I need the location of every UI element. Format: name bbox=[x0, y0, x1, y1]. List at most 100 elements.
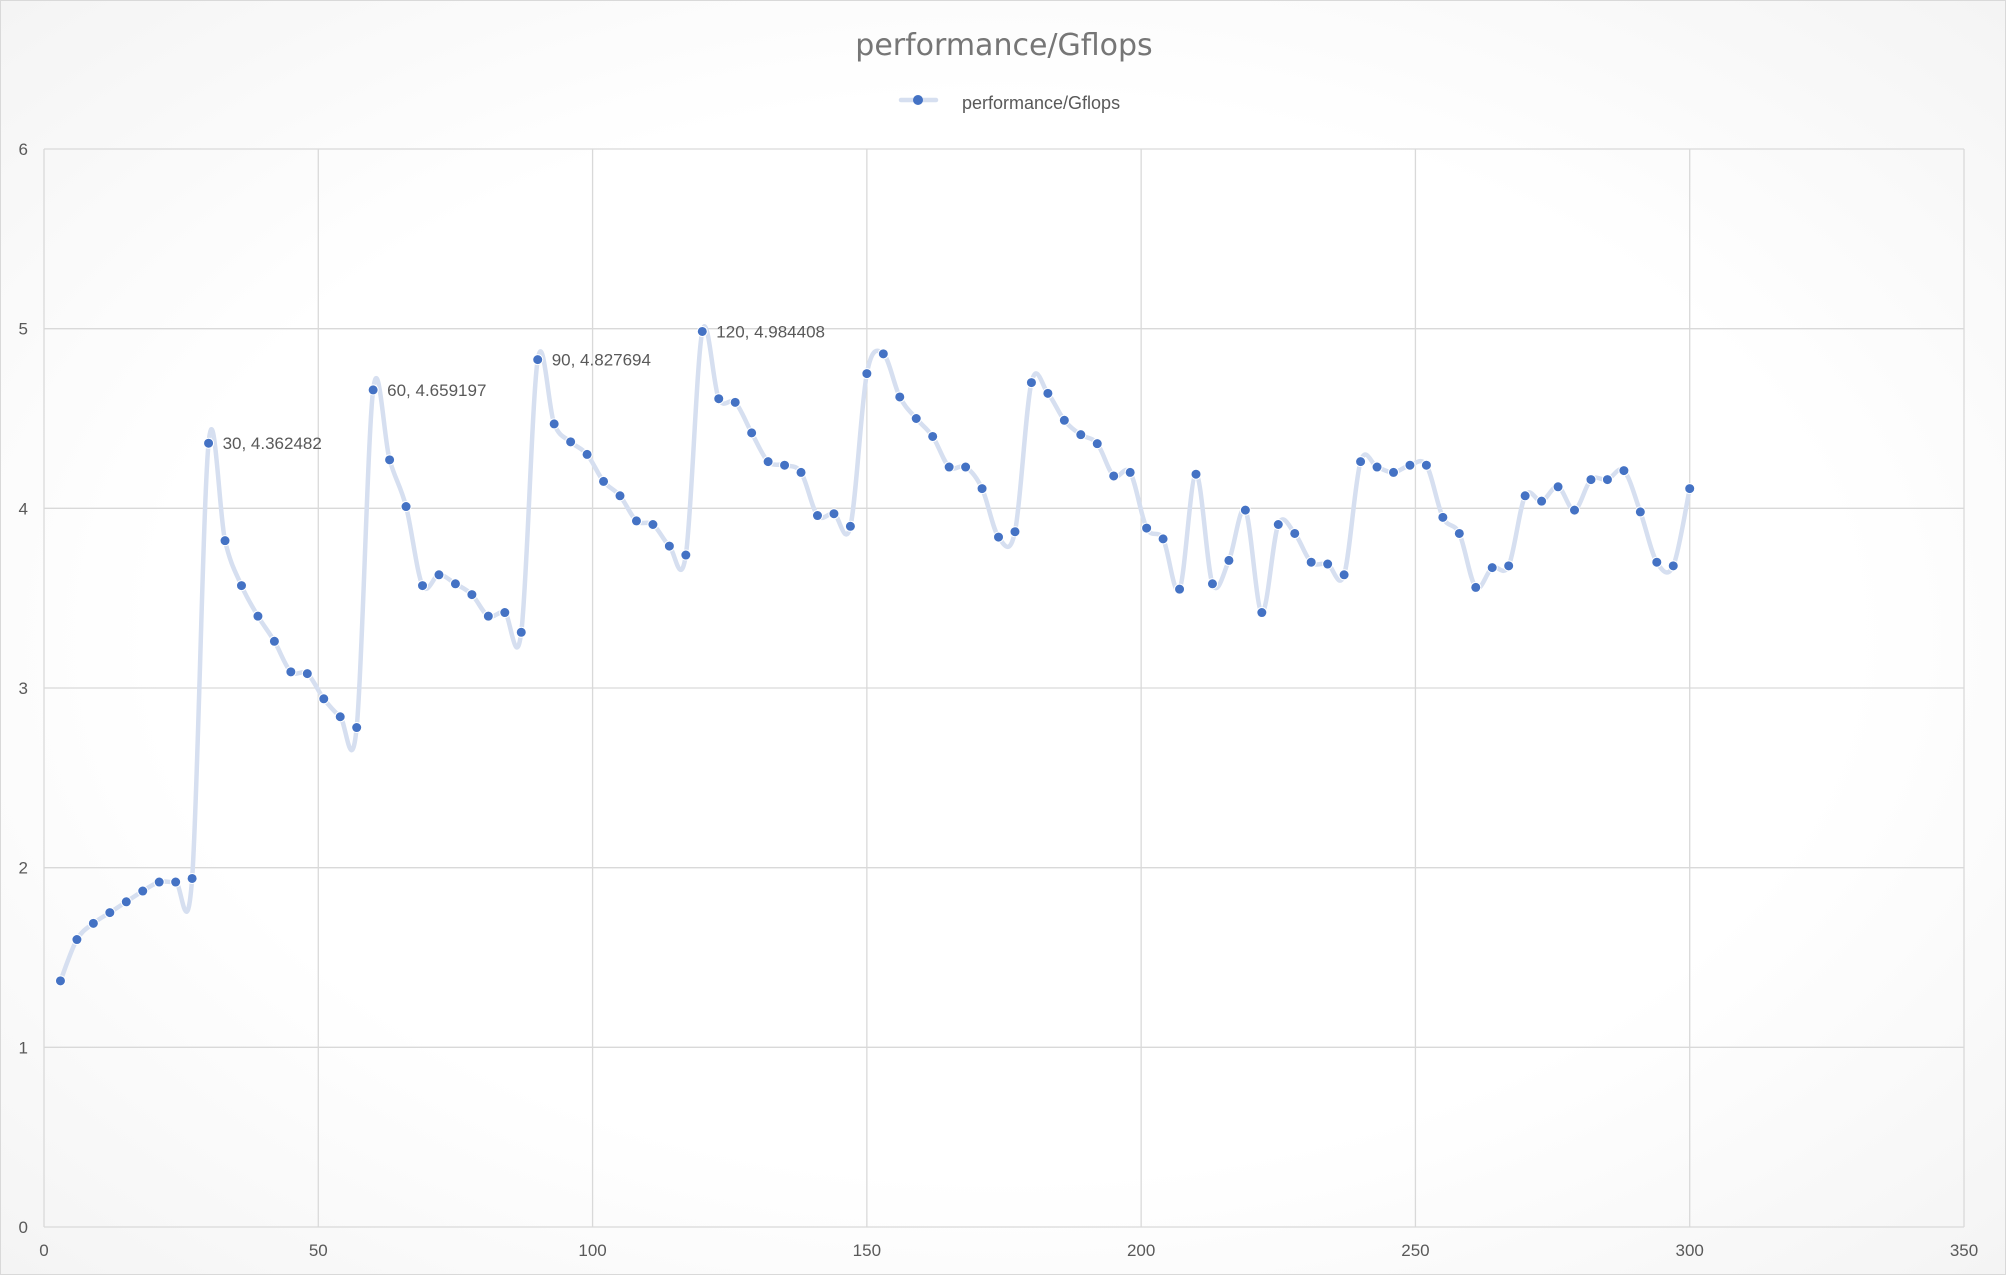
data-point bbox=[828, 508, 840, 520]
data-point bbox=[1124, 466, 1136, 478]
data-point bbox=[235, 580, 247, 592]
data-point bbox=[762, 456, 774, 468]
data-point bbox=[318, 693, 330, 705]
data-point bbox=[993, 531, 1005, 543]
x-tick-label: 150 bbox=[853, 1241, 881, 1260]
legend-label: performance/Gflops bbox=[962, 93, 1120, 113]
data-point bbox=[482, 610, 494, 622]
data-point bbox=[581, 448, 593, 460]
y-tick-label: 0 bbox=[19, 1218, 28, 1237]
data-point bbox=[400, 501, 412, 513]
y-tick-label: 4 bbox=[19, 499, 28, 518]
data-point bbox=[614, 490, 626, 502]
y-tick-label: 6 bbox=[19, 140, 28, 159]
data-point bbox=[1355, 456, 1367, 468]
data-point bbox=[71, 934, 83, 946]
gridlines bbox=[43, 148, 1965, 1228]
data-point bbox=[449, 578, 461, 590]
x-axis: 0 50 100 150 200 250 300 350 bbox=[39, 1241, 1978, 1260]
data-point bbox=[54, 975, 66, 987]
data-point bbox=[779, 459, 791, 471]
data-point bbox=[548, 418, 560, 430]
data-point bbox=[927, 430, 939, 442]
data-point bbox=[795, 466, 807, 478]
data-point bbox=[186, 872, 198, 884]
data-point bbox=[1684, 483, 1696, 495]
data-point bbox=[334, 711, 346, 723]
data-point bbox=[120, 896, 132, 908]
data-point bbox=[466, 589, 478, 601]
data-point bbox=[1667, 560, 1679, 572]
data-point bbox=[861, 368, 873, 380]
data-point bbox=[170, 876, 182, 888]
x-tick-label: 300 bbox=[1676, 1241, 1704, 1260]
data-point bbox=[1651, 556, 1663, 568]
series-points bbox=[54, 325, 1696, 987]
data-point bbox=[647, 519, 659, 531]
data-label: 90, 4.827694 bbox=[552, 351, 651, 370]
data-point bbox=[1437, 511, 1449, 523]
data-point bbox=[943, 461, 955, 473]
data-point bbox=[1305, 556, 1317, 568]
data-point bbox=[104, 907, 116, 919]
data-point bbox=[1190, 468, 1202, 480]
x-tick-label: 350 bbox=[1950, 1241, 1978, 1260]
data-point bbox=[1338, 569, 1350, 581]
data-point bbox=[1206, 578, 1218, 590]
data-point bbox=[894, 391, 906, 403]
x-tick-label: 200 bbox=[1127, 1241, 1155, 1260]
data-point bbox=[1025, 377, 1037, 389]
data-point bbox=[1404, 459, 1416, 471]
data-point bbox=[1453, 527, 1465, 539]
x-tick-label: 0 bbox=[39, 1241, 48, 1260]
data-point bbox=[1371, 461, 1383, 473]
data-point bbox=[1387, 466, 1399, 478]
data-point bbox=[1157, 533, 1169, 545]
data-point bbox=[137, 885, 149, 897]
data-point bbox=[384, 454, 396, 466]
y-tick-label: 5 bbox=[19, 320, 28, 339]
data-point bbox=[680, 549, 692, 561]
data-point bbox=[351, 722, 363, 734]
series-line-performance bbox=[58, 324, 1692, 984]
data-point bbox=[433, 569, 445, 581]
data-point bbox=[252, 610, 264, 622]
data-point bbox=[910, 413, 922, 424]
data-point bbox=[1536, 495, 1548, 507]
data-point bbox=[367, 384, 379, 396]
data-label: 30, 4.362482 bbox=[223, 434, 322, 453]
data-label: 120, 4.984408 bbox=[716, 322, 825, 341]
data-point bbox=[268, 635, 280, 647]
data-point bbox=[598, 475, 610, 487]
x-tick-label: 250 bbox=[1401, 1241, 1429, 1260]
legend: performance/Gflops bbox=[898, 93, 1120, 113]
data-point bbox=[1552, 481, 1564, 493]
y-tick-label: 1 bbox=[19, 1038, 28, 1057]
data-point bbox=[1585, 474, 1597, 486]
data-point bbox=[1223, 554, 1235, 566]
data-point bbox=[1091, 438, 1103, 450]
data-point bbox=[301, 668, 313, 680]
data-point bbox=[1322, 558, 1334, 570]
y-tick-label: 2 bbox=[19, 859, 28, 878]
data-point bbox=[1420, 459, 1432, 471]
data-point bbox=[1486, 562, 1498, 574]
data-point bbox=[87, 917, 99, 929]
data-point bbox=[515, 626, 527, 638]
data-point bbox=[219, 535, 231, 547]
data-point bbox=[1075, 429, 1087, 441]
data-point bbox=[630, 515, 642, 527]
data-point bbox=[1519, 490, 1531, 502]
data-point bbox=[1009, 526, 1021, 538]
data-point bbox=[285, 666, 297, 678]
data-point bbox=[1141, 522, 1153, 534]
legend-marker-swatch bbox=[913, 95, 923, 105]
data-point bbox=[1174, 583, 1186, 595]
data-point bbox=[1256, 607, 1268, 619]
data-point bbox=[663, 540, 675, 552]
data-label: 60, 4.659197 bbox=[387, 381, 486, 400]
data-point bbox=[713, 393, 725, 405]
x-tick-label: 100 bbox=[578, 1241, 606, 1260]
y-tick-label: 3 bbox=[19, 679, 28, 698]
